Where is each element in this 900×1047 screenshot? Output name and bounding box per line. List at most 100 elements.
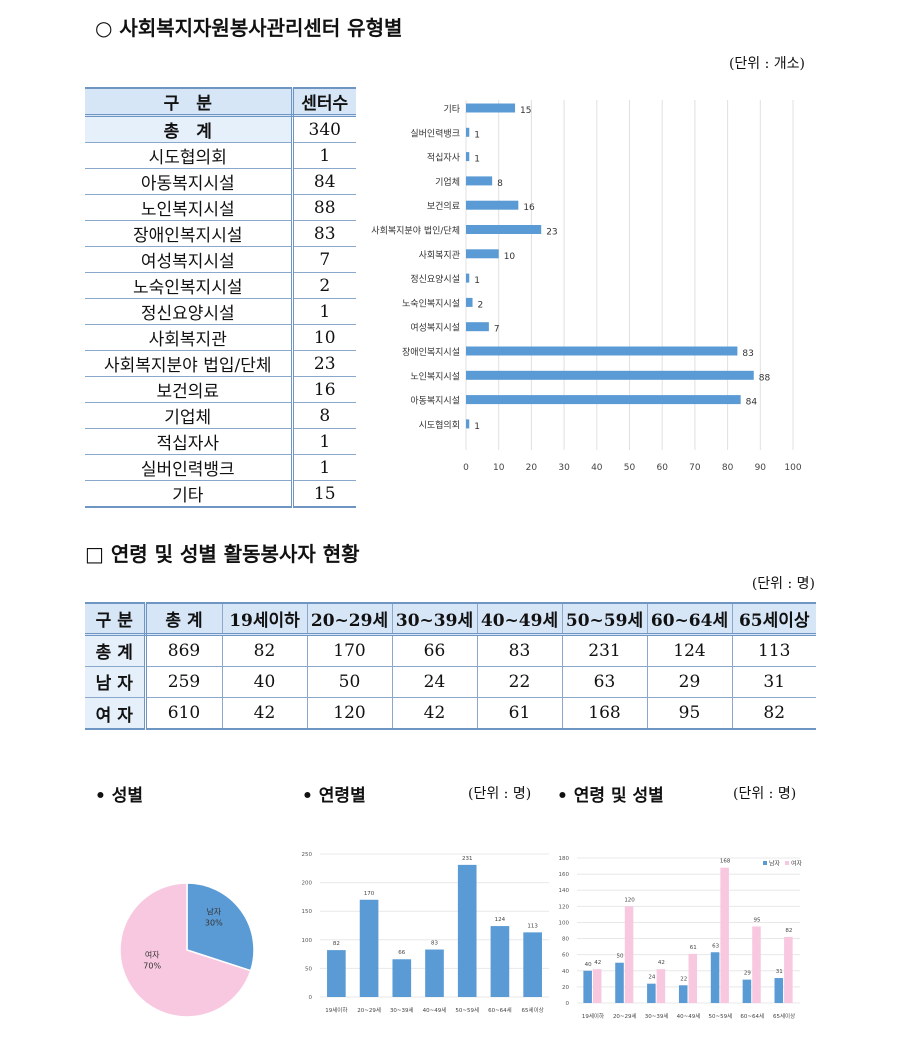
section2-unit: (단위 : 명) [751,576,815,592]
category-label: 여성복지시설 [410,322,460,334]
x-tick-label: 30 [558,463,570,473]
table-cell: 1 [292,298,356,325]
table-cell: 남 자 [85,666,147,698]
y-tick-label: 150 [302,909,313,915]
bar [720,867,729,1003]
table-cell: 82 [731,697,816,730]
table-cell: 총 계 [85,634,147,667]
table-cell: 정신요양시설 [85,298,294,325]
bar [523,932,542,997]
table-row: 보건의료 16 [85,376,356,403]
bar [592,969,602,1003]
table-cell: 보건의료 [85,376,294,403]
table-cell: 83 [292,220,356,247]
data-label: 7 [494,325,500,335]
table-cell: 1 [292,428,356,455]
table-cell: 구 분 [85,602,147,636]
category-label: 실버인력뱅크 [410,127,460,139]
table-cell: 65세이상 [731,602,816,636]
bar [457,864,477,997]
x-tick-label: 30~39세 [645,1012,669,1020]
x-tick-label: 30~39세 [390,1006,414,1014]
bar [425,949,444,997]
data-label: 8 [497,179,503,189]
table-cell: 10 [292,324,356,351]
data-label: 42 [594,960,601,966]
x-tick-label: 10 [493,463,505,473]
bar [784,936,793,1003]
data-label: 10 [504,252,516,262]
pie-slice [186,882,255,972]
data-label: 84 [746,398,758,408]
center-type-table: 구 분 센터수 총 계 340 시도협의회 1 아동복지시설 84 노인복지시설 88 장애인복지시… [85,87,356,508]
x-tick-label: 20~29세 [357,1006,381,1014]
table-cell: 기업체 [85,402,294,429]
table-row: 여성복지시설 7 [85,246,356,273]
age-chart-unit: (단위 : 명) [468,786,532,802]
bar [359,899,379,997]
table-row: 기타 15 [85,480,356,508]
category-label: 노숙인복지시설 [402,298,460,309]
category-label: 보건의료 [427,201,460,212]
x-tick-label: 60~64세 [488,1006,512,1014]
slice-percent: 30% [205,918,223,927]
slice-percent: 70% [143,962,161,971]
table-cell: 적십자사 [85,428,294,455]
table-cell: 사회복지분야 법입/단체 [85,350,294,377]
legend-label: 남자 [769,860,781,868]
bar [466,297,473,307]
bar [466,225,542,234]
data-label: 1 [474,130,480,140]
table-row: 장애인복지시설 83 [85,220,356,247]
table-row: 여 자 610 42 120 42 61 168 95 82 [85,697,816,730]
bar [647,983,656,1003]
table-cell: 50 [306,666,393,698]
category-label: 장애인복지시설 [402,347,460,358]
gender-chart-label: • 성별 [95,786,144,806]
table-row: 총 계 869 82 170 66 83 231 124 113 [85,634,816,667]
table-cell: 60~64세 [646,602,733,636]
table-cell: 82 [221,634,308,667]
table-cell: 29 [646,666,733,698]
table-cell: 231 [561,634,648,667]
table-row: 적십자사 1 [85,428,356,455]
table-cell: 여성복지시설 [85,246,294,273]
table-cell: 168 [561,697,648,730]
slice-label: 여자 [145,950,160,960]
table-cell: 42 [221,697,308,730]
age-gender-chart-label: • 연령 및 성별 [557,786,664,806]
table-cell: 센터수 [292,87,356,117]
age-gender-chart-unit: (단위 : 명) [733,786,797,802]
x-tick-label: 50 [624,463,636,473]
section1-title: ○ 사회복지자원봉사관리센터 유형별 [95,16,403,40]
table-cell: 340 [292,115,356,143]
table-cell: 총 계 [85,115,294,143]
table-cell: 구 분 [85,87,294,117]
category-label: 기타 [443,104,460,115]
bar [466,370,754,380]
y-tick-label: 100 [559,920,570,926]
table-cell: 50~59세 [561,602,648,636]
bar [656,969,666,1003]
table-cell: 23 [292,350,356,377]
table-cell: 84 [292,168,356,195]
legend-swatch [785,861,789,865]
x-tick-label: 70 [689,463,701,473]
y-tick-label: 40 [562,969,569,975]
data-label: 170 [364,891,375,897]
table-cell: 88 [292,194,356,221]
category-label: 기업체 [435,177,460,188]
table-cell: 7 [292,246,356,273]
bar [774,978,784,1003]
bar [490,926,510,997]
data-label: 42 [658,960,665,966]
category-label: 아동복지시설 [410,396,460,407]
table-row: 사회복지관 10 [85,324,356,351]
data-label: 29 [744,971,751,977]
section2-title: □ 연령 및 성별 활동봉사자 현황 [85,542,360,566]
data-label: 22 [680,976,687,982]
y-tick-label: 200 [302,881,313,887]
legend-label: 여자 [791,860,803,868]
data-label: 231 [462,856,473,862]
